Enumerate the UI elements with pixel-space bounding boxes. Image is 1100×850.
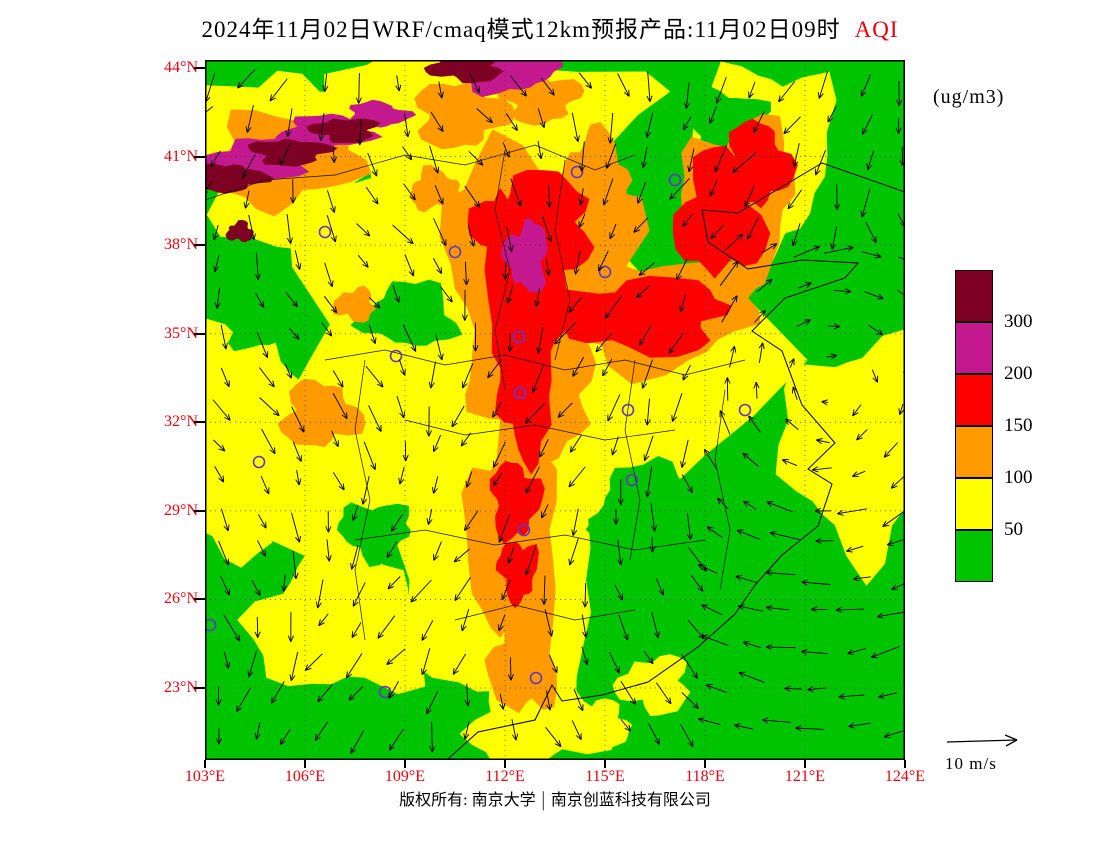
lat-tick: [194, 155, 205, 158]
aqi-contour-map: [205, 60, 905, 760]
graticule: [205, 60, 905, 760]
lat-tick-label: 26°N: [164, 590, 198, 608]
page-title: 2024年11月02日WRF/cmaq模式12km预报产品:11月02日09时 A…: [0, 10, 1100, 44]
colorbar-value-label: 100: [1004, 467, 1033, 488]
colorbar-value-label: 200: [1004, 363, 1033, 384]
lon-tick-label: 118°E: [685, 768, 725, 785]
colorbar-segment: [955, 478, 993, 530]
lon-tick-label: 112°E: [485, 768, 525, 785]
colorbar-segment: [955, 426, 993, 478]
forecast-map-area: [205, 60, 905, 760]
lon-tick: [904, 760, 906, 768]
lat-tick-label: 32°N: [164, 413, 198, 431]
lon-tick-label: 106°E: [284, 768, 326, 785]
lat-tick: [194, 687, 205, 689]
lat-tick: [194, 598, 205, 601]
lat-tick-label: 29°N: [164, 501, 198, 519]
lat-tick: [194, 67, 205, 69]
wind-vectors: [205, 69, 905, 754]
lat-tick-label: 41°N: [164, 147, 198, 165]
province-boundaries: [205, 144, 746, 641]
lat-tick: [194, 244, 205, 247]
footer-owner: 版权所有: 南京大学: [399, 792, 536, 809]
lon-tick-label: 121°E: [784, 768, 826, 785]
wind-scale-label: 10 m/s: [945, 754, 997, 773]
lat-tick: [194, 332, 205, 335]
lon-tick: [204, 760, 206, 768]
title-pollutant-tag: AQI: [854, 17, 899, 42]
colorbar-value-label: 50: [1004, 519, 1023, 540]
lon-tick: [704, 760, 706, 768]
footer-separator: |: [541, 789, 545, 812]
colorbar-value-label: 300: [1004, 311, 1033, 332]
units-label: (ug/m3): [933, 86, 1005, 108]
title-text: 2024年11月02日WRF/cmaq模式12km预报产品:11月02日09时: [201, 17, 841, 42]
lat-tick-label: 35°N: [164, 324, 198, 342]
lat-tick: [194, 421, 205, 424]
wind-scale-arrow-icon: [946, 734, 1018, 747]
lon-tick: [304, 760, 306, 768]
map-frame: [205, 60, 905, 760]
colorbar-segment: [955, 530, 993, 582]
wind-scale-legend: 10 m/s: [945, 733, 1055, 774]
colorbar-segment: [955, 270, 993, 322]
lon-tick-label: 103°E: [184, 768, 226, 785]
lat-tick-label: 44°N: [164, 59, 198, 76]
lon-tick-label: 109°E: [384, 768, 426, 785]
layer-aqi-gt-300: [205, 60, 504, 243]
city-markers: [205, 165, 752, 699]
lat-tick-label: 23°N: [164, 679, 198, 696]
map-layers: [205, 60, 905, 760]
lon-tick: [504, 760, 506, 768]
colorbar-value-label: 150: [1004, 415, 1033, 436]
colorbar-segment: [955, 374, 993, 426]
lat-tick-label: 38°N: [164, 236, 198, 254]
lon-tick: [804, 760, 806, 768]
copyright-footer: 版权所有: 南京大学 | 南京创蓝科技有限公司: [205, 786, 905, 812]
lon-tick-label: 124°E: [884, 768, 926, 785]
colorbar-segment: [955, 322, 993, 374]
footer-company: 南京创蓝科技有限公司: [550, 792, 711, 809]
lon-tick-label: 115°E: [585, 768, 625, 785]
lat-tick: [194, 509, 205, 512]
lon-tick: [604, 760, 606, 768]
lon-tick: [404, 760, 406, 768]
coastline: [447, 162, 905, 760]
